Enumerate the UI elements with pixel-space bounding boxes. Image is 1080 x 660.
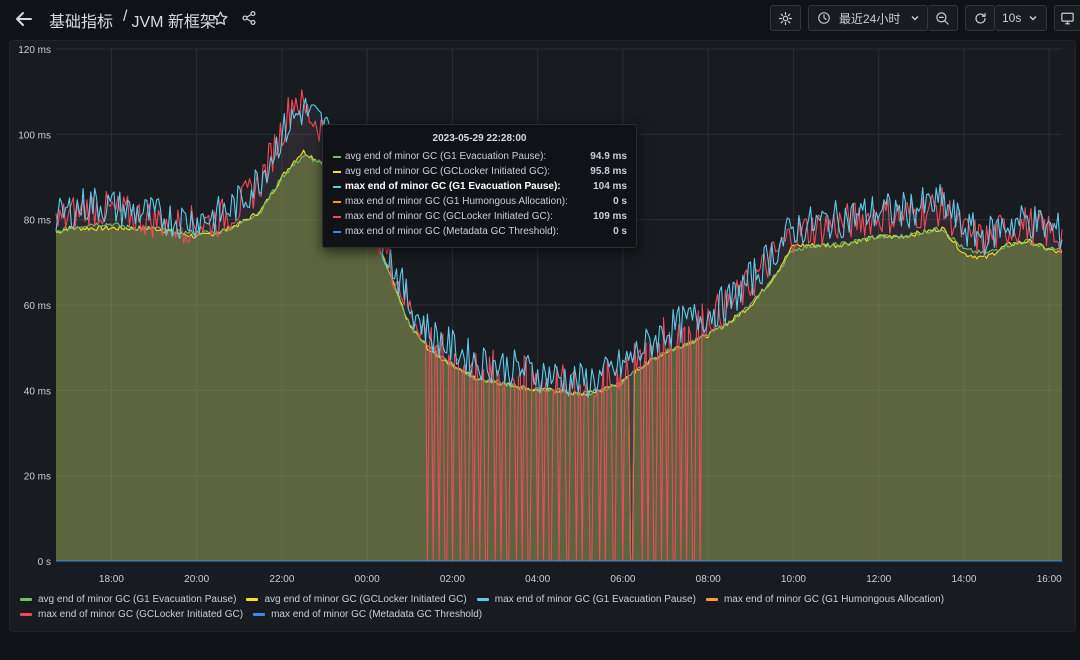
y-tick-label: 80 ms (24, 216, 51, 227)
x-tick-label: 06:00 (610, 574, 635, 585)
x-tick-label: 00:00 (355, 574, 380, 585)
legend-label: max end of minor GC (G1 Humongous Alloca… (723, 594, 945, 605)
legend-item[interactable]: avg end of minor GC (G1 Evacuation Pause… (20, 594, 236, 605)
chevron-down-icon (1029, 16, 1037, 21)
legend-swatch (246, 598, 259, 601)
dashboard-header: 基础指标 / JVM 新框架 最近24小时 10s (0, 0, 1080, 38)
refresh-interval-picker[interactable]: 10s (995, 5, 1047, 31)
x-tick-label: 18:00 (99, 574, 124, 585)
back-arrow-icon[interactable] (12, 7, 36, 31)
tooltip-time: 2023-05-29 22:28:00 (432, 133, 527, 144)
tooltip-series-value: 94.9 ms (590, 151, 627, 162)
series-lines (55, 89, 1063, 562)
y-tick-label: 120 ms (18, 45, 51, 56)
tooltip-series-name: max end of minor GC (Metadata GC Thresho… (345, 226, 559, 237)
series-area (56, 98, 1062, 562)
legend-swatch (476, 598, 489, 601)
star-icon[interactable] (212, 10, 230, 28)
zoom-out-icon (936, 11, 949, 25)
legend-item[interactable]: max end of minor GC (Metadata GC Thresho… (253, 609, 482, 620)
series-area (56, 155, 1062, 561)
gear-icon (778, 11, 793, 25)
legend-swatch (253, 613, 266, 616)
tooltip-row: max end of minor GC (G1 Evacuation Pause… (323, 179, 636, 194)
dashboard-settings-button[interactable] (770, 5, 801, 31)
legend-item[interactable]: max end of minor GC (G1 Humongous Alloca… (705, 594, 945, 605)
legend-label: max end of minor GC (Metadata GC Thresho… (271, 609, 483, 620)
breadcrumb-folder[interactable]: 基础指标 (49, 14, 114, 31)
legend-swatch (20, 613, 32, 616)
y-tick-label: 40 ms (24, 386, 51, 397)
tooltip-series-swatch (333, 230, 341, 233)
tooltip-series-name: max end of minor GC (GCLocker Initiated … (345, 211, 553, 222)
clock-icon (818, 12, 830, 24)
y-axis: 0 s 20 ms 40 ms 60 ms 80 ms 100 ms 120 ms (18, 45, 51, 568)
tooltip-series-swatch (333, 200, 341, 203)
y-tick-label: 20 ms (24, 472, 51, 483)
series-line (55, 97, 1063, 398)
chart-legend: avg end of minor GC (G1 Evacuation Pause… (20, 592, 1070, 622)
series-area (56, 89, 1062, 562)
tooltip-series-swatch (333, 185, 341, 188)
legend-swatch (20, 598, 32, 601)
legend-label: avg end of minor GC (G1 Evacuation Pause… (38, 594, 237, 605)
refresh-interval-label: 10s (1002, 11, 1022, 25)
tooltip-series-swatch (333, 215, 341, 218)
tooltip-series-value: 0 s (613, 196, 627, 207)
refresh-icon (974, 12, 986, 24)
chevron-down-icon (911, 16, 919, 21)
x-tick-label: 08:00 (696, 574, 721, 585)
tooltip-series-name: avg end of minor GC (G1 Evacuation Pause… (345, 151, 547, 162)
monitor-icon (1061, 12, 1074, 24)
tooltip-series-swatch (333, 155, 341, 158)
legend-item[interactable]: avg end of minor GC (GCLocker Initiated … (246, 594, 467, 605)
time-range-label: 最近24小时 (839, 11, 901, 26)
x-tick-label: 02:00 (440, 574, 465, 585)
legend-item[interactable]: max end of minor GC (G1 Evacuation Pause… (476, 594, 696, 605)
tooltip-row: max end of minor GC (GCLocker Initiated … (323, 209, 636, 224)
zoom-out-button[interactable] (928, 5, 958, 31)
tooltip-series-value: 104 ms (593, 181, 627, 192)
y-tick-label: 60 ms (24, 301, 51, 312)
x-tick-label: 22:00 (269, 574, 294, 585)
tooltip-series-name: max end of minor GC (G1 Humongous Alloca… (345, 196, 568, 207)
tooltip-series-value: 0 s (613, 226, 627, 237)
tooltip-row: max end of minor GC (G1 Humongous Alloca… (323, 194, 636, 209)
legend-label: avg end of minor GC (GCLocker Initiated … (264, 594, 467, 605)
tooltip-series-name: avg end of minor GC (GCLocker Initiated … (345, 166, 551, 177)
breadcrumb: 基础指标 / JVM 新框架 (49, 8, 216, 32)
legend-item[interactable]: max end of minor GC (GCLocker Initiated … (20, 609, 243, 620)
legend-label: max end of minor GC (G1 Evacuation Pause… (494, 594, 696, 605)
y-tick-label: 0 s (38, 557, 51, 568)
tooltip-row: max end of minor GC (Metadata GC Thresho… (323, 224, 636, 239)
series-area (56, 150, 1062, 561)
legend-label: max end of minor GC (GCLocker Initiated … (38, 609, 244, 620)
x-tick-label: 16:00 (1037, 574, 1062, 585)
tv-mode-button[interactable] (1054, 5, 1080, 31)
tooltip-series-value: 109 ms (593, 211, 627, 222)
series-areas (56, 89, 1062, 562)
y-tick-label: 100 ms (18, 130, 51, 141)
tooltip-row: avg end of minor GC (G1 Evacuation Pause… (323, 149, 636, 164)
tooltip-row: avg end of minor GC (GCLocker Initiated … (323, 164, 636, 179)
legend-swatch (705, 598, 718, 601)
tooltip-series-swatch (333, 170, 341, 173)
x-tick-label: 14:00 (951, 574, 976, 585)
x-tick-label: 20:00 (184, 574, 209, 585)
tooltip-series-name: max end of minor GC (G1 Evacuation Pause… (345, 181, 561, 192)
series-line (55, 154, 1063, 397)
chart-tooltip: 2023-05-29 22:28:00 avg end of minor GC … (322, 124, 637, 248)
dashboard-title: JVM 新框架 (131, 14, 216, 31)
time-range-picker[interactable]: 最近24小时 (808, 5, 928, 31)
x-tick-label: 04:00 (525, 574, 550, 585)
x-axis: 18:00 20:00 22:00 00:00 02:00 04:00 06:00 08:00… (99, 574, 1062, 585)
x-tick-label: 12:00 (866, 574, 891, 585)
share-icon[interactable] (241, 10, 259, 28)
x-tick-label: 10:00 (781, 574, 806, 585)
refresh-button[interactable] (965, 5, 995, 31)
tooltip-series-value: 95.8 ms (590, 166, 627, 177)
breadcrumb-separator: / (123, 8, 128, 25)
